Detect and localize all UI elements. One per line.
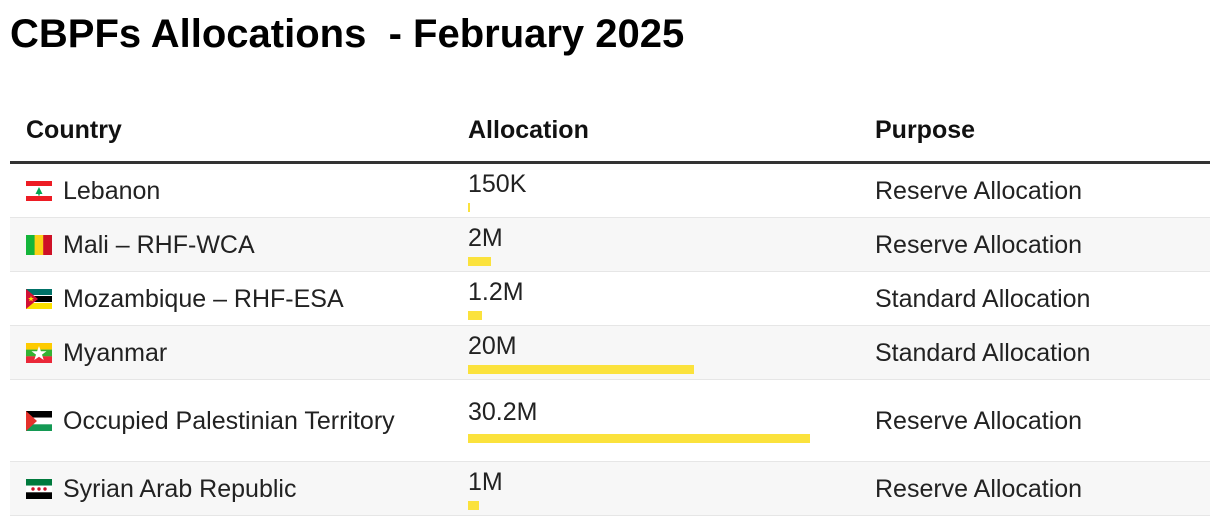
table-row: Occupied Palestinian Territory 30.2M Res… (10, 380, 1210, 462)
purpose-cell: Standard Allocation (875, 284, 1091, 313)
allocation-bar (468, 311, 482, 320)
table-body: Lebanon 150K Reserve Allocation Mali – R… (10, 164, 1210, 516)
allocation-bar (468, 203, 470, 212)
country-cell: Occupied Palestinian Territory (10, 406, 452, 436)
mozambique-flag-icon (26, 288, 52, 309)
country-cell: Mozambique – RHF-ESA (10, 284, 452, 314)
allocation-bar (468, 365, 695, 374)
table-row: Lebanon 150K Reserve Allocation (10, 164, 1210, 218)
purpose-cell: Reserve Allocation (875, 176, 1083, 205)
header-purpose[interactable]: Purpose (875, 116, 976, 144)
allocation-cell: 1.2M (452, 272, 859, 325)
country-name: Mozambique – RHF-ESA (63, 284, 344, 313)
purpose-cell: Reserve Allocation (875, 406, 1083, 435)
country-name: Lebanon (63, 176, 161, 205)
mali-flag-icon (26, 234, 52, 255)
table-row: Myanmar 20M Standard Allocation (10, 326, 1210, 380)
table-row: Mali – RHF-WCA 2M Reserve Allocation (10, 218, 1210, 272)
table-row: Mozambique – RHF-ESA 1.2M Standard Alloc… (10, 272, 1210, 326)
country-name: Myanmar (63, 338, 168, 367)
allocation-value: 30.2M (468, 398, 538, 426)
allocation-cell: 20M (452, 326, 859, 379)
page-title: CBPFs Allocations - February 2025 (10, 12, 685, 56)
allocation-bar (468, 434, 810, 443)
allocation-cell: 1M (452, 462, 859, 515)
table-row: Syrian Arab Republic 1M Reserve Allocati… (10, 462, 1210, 516)
allocation-value: 2M (468, 224, 503, 252)
country-name: Mali – RHF-WCA (63, 230, 255, 259)
allocation-bar (468, 257, 491, 266)
allocation-bar (468, 501, 480, 510)
country-name: Occupied Palestinian Territory (63, 406, 395, 435)
country-cell: Mali – RHF-WCA (10, 230, 452, 260)
lebanon-flag-icon (26, 180, 52, 201)
purpose-cell: Standard Allocation (875, 338, 1091, 367)
allocation-cell: 2M (452, 218, 859, 271)
country-cell: Lebanon (10, 176, 452, 206)
allocation-cell: 30.2M (452, 380, 859, 461)
palestine-flag-icon (26, 410, 52, 431)
allocations-table: Country Allocation Purpose Lebanon 150K … (10, 100, 1210, 516)
allocation-value: 20M (468, 332, 517, 360)
syria-flag-icon (26, 478, 52, 499)
myanmar-flag-icon (26, 342, 52, 363)
table-header: Country Allocation Purpose (10, 100, 1210, 164)
purpose-cell: Reserve Allocation (875, 230, 1083, 259)
header-country[interactable]: Country (26, 116, 122, 144)
allocation-cell: 150K (452, 164, 859, 217)
purpose-cell: Reserve Allocation (875, 474, 1083, 503)
country-cell: Myanmar (10, 338, 452, 368)
country-name: Syrian Arab Republic (63, 474, 297, 503)
allocation-value: 150K (468, 170, 527, 198)
country-cell: Syrian Arab Republic (10, 474, 452, 504)
allocation-value: 1.2M (468, 278, 524, 306)
allocation-value: 1M (468, 468, 503, 496)
header-allocation[interactable]: Allocation (468, 116, 589, 144)
